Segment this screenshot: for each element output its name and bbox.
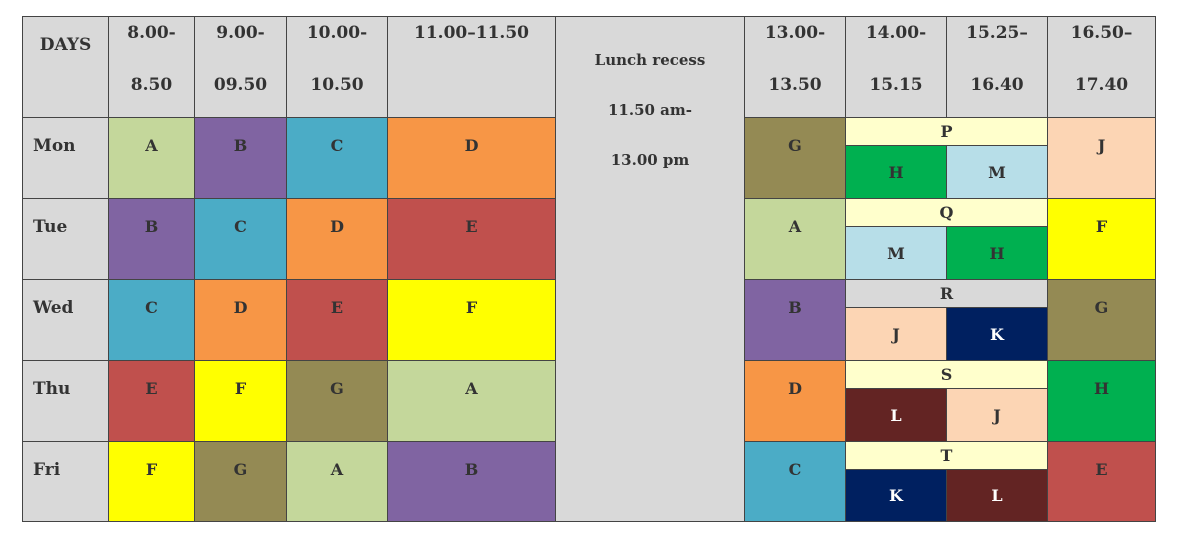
course-subcell: L [845, 388, 947, 442]
course-cell: G [286, 360, 388, 442]
course-cell: F [194, 360, 287, 442]
time-slot-header: 9.00- 09.50 [194, 16, 287, 118]
course-cell: B [108, 198, 195, 280]
day-label: Wed [22, 279, 109, 361]
time-slot-header: 11.00–11.50 [387, 16, 556, 118]
course-cell: D [194, 279, 287, 361]
group-header: T [845, 441, 1048, 470]
course-subcell: L [946, 469, 1048, 522]
course-cell: E [387, 198, 556, 280]
group-header: P [845, 117, 1048, 146]
time-slot-header: 14.00- 15.15 [845, 16, 947, 118]
time-slot-end: 09.50 [213, 75, 268, 95]
time-slot-start: 13.00- [764, 23, 826, 43]
time-slot-start: 15.25– [966, 23, 1028, 43]
course-cell: F [387, 279, 556, 361]
day-label: Fri [22, 441, 109, 522]
time-slot-end: 17.40 [1074, 75, 1129, 95]
course-cell: C [194, 198, 287, 280]
time-slot-end: 13.50 [768, 75, 822, 95]
course-cell: G [744, 117, 846, 199]
group-header: Q [845, 198, 1048, 227]
course-cell: B [744, 279, 846, 361]
course-cell: C [286, 117, 388, 199]
course-cell: B [387, 441, 556, 522]
time-slot-end: 15.15 [869, 75, 923, 95]
course-cell: C [744, 441, 846, 522]
course-cell: B [194, 117, 287, 199]
course-cell: D [286, 198, 388, 280]
lunch-recess-text: 13.00 pm [610, 151, 690, 169]
course-cell: G [194, 441, 287, 522]
group-header: S [845, 360, 1048, 389]
course-cell: E [108, 360, 195, 442]
course-cell: A [387, 360, 556, 442]
course-cell: A [744, 198, 846, 280]
time-slot-start: 11.00–11.50 [414, 23, 529, 43]
course-subcell: J [845, 307, 947, 361]
course-cell: A [108, 117, 195, 199]
day-label: Mon [22, 117, 109, 199]
group-header: R [845, 279, 1048, 308]
lunch-recess-text: 11.50 am- [607, 101, 692, 119]
time-slot-header: 16.50– 17.40 [1047, 16, 1156, 118]
time-slot-start: 8.00- [127, 23, 176, 43]
time-slot-header: 13.00- 13.50 [744, 16, 846, 118]
course-cell: F [1047, 198, 1156, 280]
time-slot-end: 10.50 [310, 75, 364, 95]
time-slot-start: 14.00- [865, 23, 927, 43]
time-slot-start: 10.00- [306, 23, 368, 43]
course-cell: J [1047, 117, 1156, 199]
time-slot-header: 15.25– 16.40 [946, 16, 1048, 118]
time-slot-header: 8.00- 8.50 [108, 16, 195, 118]
time-slot-header: 10.00- 10.50 [286, 16, 388, 118]
course-cell: H [1047, 360, 1156, 442]
day-label: Thu [22, 360, 109, 442]
course-subcell: K [946, 307, 1048, 361]
lunch-recess-text: Lunch recess [594, 51, 706, 69]
time-slot-end: 16.40 [970, 75, 1024, 95]
course-cell: A [286, 441, 388, 522]
lunch-recess-column: Lunch recess 11.50 am- 13.00 pm [555, 16, 745, 522]
course-cell: C [108, 279, 195, 361]
course-subcell: J [946, 388, 1048, 442]
course-cell: D [387, 117, 556, 199]
course-cell: E [286, 279, 388, 361]
course-cell: E [1047, 441, 1156, 522]
course-subcell: K [845, 469, 947, 522]
course-subcell: H [946, 226, 1048, 280]
days-header: DAYS [22, 16, 109, 118]
course-cell: D [744, 360, 846, 442]
time-slot-start: 9.00- [216, 23, 265, 43]
time-slot-start: 16.50– [1070, 23, 1133, 43]
course-subcell: H [845, 145, 947, 199]
time-slot-end: 8.50 [130, 75, 173, 95]
course-subcell: M [946, 145, 1048, 199]
course-subcell: M [845, 226, 947, 280]
day-label: Tue [22, 198, 109, 280]
course-cell: G [1047, 279, 1156, 361]
course-cell: F [108, 441, 195, 522]
